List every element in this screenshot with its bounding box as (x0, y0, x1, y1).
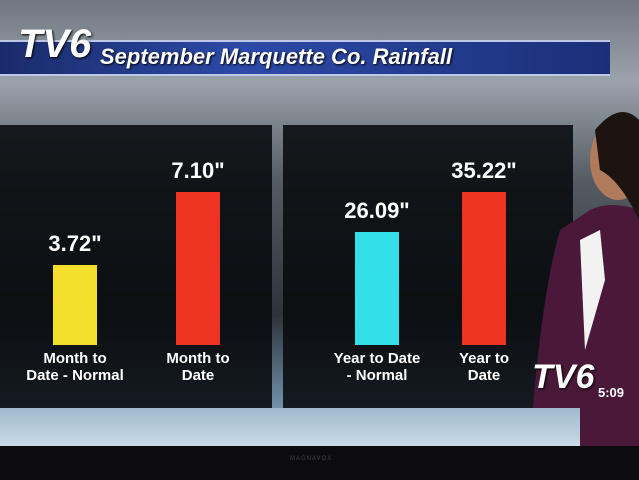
category-label: Month to Date (166, 350, 230, 384)
bottom-strip (0, 408, 580, 446)
bar (355, 231, 399, 345)
value-label: 35.22" (451, 158, 517, 183)
category-label: Year to Date - Normal (333, 350, 421, 384)
bar (53, 264, 97, 345)
brand: MAGNAVOX (290, 456, 333, 462)
bezel (0, 446, 639, 480)
category-label: Year to Date (458, 350, 510, 384)
panel (0, 125, 272, 408)
logo: TV6 (532, 358, 595, 396)
chart-title: September Marquette Co. Rainfall (100, 44, 453, 69)
logo: TV6 (18, 22, 92, 66)
value-label: 7.10" (171, 158, 225, 183)
panel (283, 125, 573, 408)
title-bar (0, 40, 610, 76)
value-label: 3.72" (48, 230, 102, 256)
category-label: Month to Date - Normal (26, 350, 124, 384)
bar (462, 192, 506, 345)
clock: 5:09 (598, 385, 625, 400)
value-label: 26.09" (344, 197, 410, 223)
bar (176, 192, 220, 345)
presenter (530, 112, 639, 446)
